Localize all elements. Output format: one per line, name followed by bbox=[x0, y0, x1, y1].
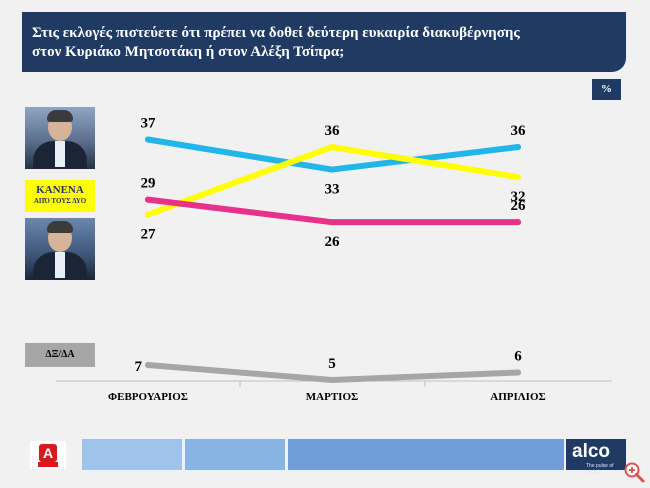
legend-kanena-line-2: ΑΠΌ ΤΟΥΣ ΔΥΟ bbox=[33, 197, 87, 205]
tsipras-photo bbox=[25, 218, 95, 280]
data-label-tsipras: 26 bbox=[325, 234, 341, 250]
question-banner: Στις εκλογές πιστεύετε ότι πρέπει να δοθ… bbox=[22, 12, 626, 72]
data-point-tsipras bbox=[329, 219, 335, 226]
unit-badge: % bbox=[592, 79, 621, 100]
data-label-tsipras: 26 bbox=[511, 198, 527, 214]
footer-block-1 bbox=[82, 439, 182, 470]
question-line-2: στον Κυριάκο Μητσοτάκη ή στον Αλέξη Τσίπ… bbox=[32, 44, 345, 60]
zoom-in-icon[interactable] bbox=[623, 461, 645, 483]
series-line-mitsotakis bbox=[145, 136, 521, 173]
data-point-dxda bbox=[329, 377, 335, 383]
portrait-hair bbox=[47, 221, 73, 233]
legend-dxda: ΔΞ/ΔΑ bbox=[25, 343, 95, 367]
data-point-kanena bbox=[515, 174, 521, 181]
data-label-mitsotakis: 36 bbox=[511, 123, 527, 139]
alco-logo-tagline: The pulse of society bbox=[586, 463, 614, 475]
portrait-shirt bbox=[55, 252, 65, 278]
portrait-hair bbox=[47, 110, 73, 122]
alpha-logo-icon: Α bbox=[39, 444, 57, 462]
data-label-dxda: 7 bbox=[135, 359, 143, 375]
data-point-dxda bbox=[145, 361, 151, 368]
x-tick-label: ΦΕΒΡΟΥΑΡΙΟΣ bbox=[108, 391, 188, 403]
question-text: Στις εκλογές πιστεύετε ότι πρέπει να δοθ… bbox=[32, 24, 520, 62]
legend-kanena-line-1: ΚΑΝΕΝΑ bbox=[36, 184, 84, 196]
x-tick-label: ΜΑΡΤΙΟΣ bbox=[306, 391, 358, 403]
data-point-dxda bbox=[515, 369, 521, 376]
data-point-mitsotakis bbox=[145, 136, 151, 143]
question-line-1: Στις εκλογές πιστεύετε ότι πρέπει να δοθ… bbox=[32, 25, 520, 41]
line-chart: ΦΕΒΡΟΥΑΡΙΟΣ ΜΑΡΤΙΟΣ ΑΠΡΙΛΙΟΣ 37 33 36 27 36 32 29… bbox=[56, 116, 612, 403]
data-point-mitsotakis bbox=[329, 166, 335, 173]
alco-logo-name: alco bbox=[572, 441, 611, 462]
data-label-dxda: 6 bbox=[514, 348, 522, 364]
data-point-tsipras bbox=[515, 219, 521, 226]
series-line-tsipras bbox=[145, 196, 521, 226]
footer-block-2 bbox=[185, 439, 285, 470]
footer-block-3 bbox=[288, 439, 564, 470]
data-point-kanena bbox=[329, 144, 335, 151]
data-point-kanena bbox=[145, 211, 151, 218]
data-label-dxda: 5 bbox=[328, 356, 336, 372]
alpha-logo-bar bbox=[38, 462, 58, 467]
data-point-mitsotakis bbox=[515, 144, 521, 151]
data-label-mitsotakis: 37 bbox=[141, 116, 157, 132]
data-label-mitsotakis: 33 bbox=[325, 182, 340, 198]
data-label-kanena: 36 bbox=[325, 123, 341, 139]
alpha-logo: Α bbox=[30, 441, 66, 469]
data-label-kanena: 27 bbox=[141, 227, 157, 243]
data-point-tsipras bbox=[145, 196, 151, 203]
mitsotakis-photo bbox=[25, 107, 95, 169]
portrait-shirt bbox=[55, 141, 65, 167]
data-label-kanena: 32 bbox=[511, 189, 526, 205]
x-tick-label: ΑΠΡΙΛΙΟΣ bbox=[490, 391, 545, 403]
legend-kanena: ΚΑΝΕΝΑ ΑΠΌ ΤΟΥΣ ΔΥΟ bbox=[25, 180, 95, 212]
alco-logo: alco The pulse of society bbox=[566, 439, 626, 475]
data-label-tsipras: 29 bbox=[141, 176, 156, 192]
